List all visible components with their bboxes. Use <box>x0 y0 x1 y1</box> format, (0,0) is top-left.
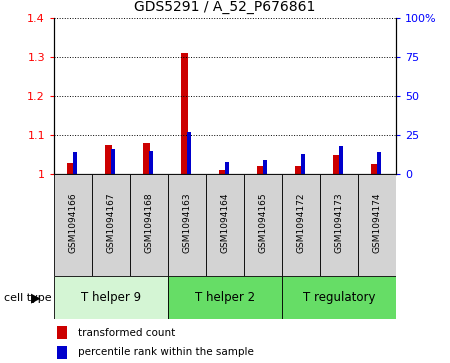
Bar <box>112 149 115 174</box>
Title: GDS5291 / A_52_P676861: GDS5291 / A_52_P676861 <box>134 0 316 15</box>
Bar <box>339 146 343 174</box>
Bar <box>244 174 282 276</box>
Bar <box>130 174 168 276</box>
Bar <box>68 163 74 174</box>
Bar <box>295 166 302 174</box>
Bar <box>263 160 267 174</box>
Bar <box>282 174 320 276</box>
Bar <box>302 154 305 174</box>
Text: GSM1094165: GSM1094165 <box>258 193 267 253</box>
Text: GSM1094172: GSM1094172 <box>297 193 306 253</box>
Bar <box>54 276 168 319</box>
Bar <box>168 276 282 319</box>
Bar <box>58 326 67 339</box>
Text: GSM1094164: GSM1094164 <box>220 193 230 253</box>
Text: ▶: ▶ <box>31 291 41 304</box>
Text: T helper 9: T helper 9 <box>81 291 141 304</box>
Text: transformed count: transformed count <box>78 327 175 338</box>
Bar <box>105 145 112 174</box>
Bar <box>92 174 130 276</box>
Text: GSM1094166: GSM1094166 <box>68 193 77 253</box>
Bar <box>168 174 206 276</box>
Bar <box>282 276 396 319</box>
Text: GSM1094163: GSM1094163 <box>183 193 192 253</box>
Text: T regulatory: T regulatory <box>303 291 375 304</box>
Bar <box>358 174 396 276</box>
Bar <box>149 151 153 174</box>
Bar <box>320 174 358 276</box>
Bar <box>257 166 264 174</box>
Text: GSM1094167: GSM1094167 <box>107 193 116 253</box>
Bar <box>187 132 191 174</box>
Bar <box>181 53 188 174</box>
Bar <box>371 164 378 174</box>
Bar <box>206 174 244 276</box>
Text: GSM1094173: GSM1094173 <box>334 193 343 253</box>
Bar <box>333 155 340 174</box>
Text: GSM1094168: GSM1094168 <box>144 193 153 253</box>
Text: T helper 2: T helper 2 <box>195 291 255 304</box>
Bar <box>225 162 229 174</box>
Text: cell type: cell type <box>4 293 52 303</box>
Bar <box>378 152 381 174</box>
Bar <box>219 170 226 174</box>
Bar <box>54 174 92 276</box>
Bar <box>58 346 67 359</box>
Bar <box>73 152 77 174</box>
Text: percentile rank within the sample: percentile rank within the sample <box>78 347 254 357</box>
Text: GSM1094174: GSM1094174 <box>373 193 382 253</box>
Bar <box>143 143 150 174</box>
